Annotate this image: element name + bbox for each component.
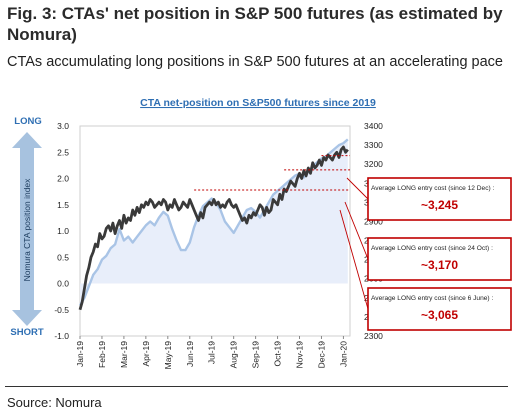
annotation-box — [367, 237, 512, 281]
annotation-label: Average LONG entry cost (since 6 June) : — [371, 295, 493, 302]
annotation-box — [367, 287, 512, 331]
y-tick-left: -1.0 — [54, 331, 69, 341]
series-cta-group — [78, 145, 349, 311]
annotation-label: Average LONG entry cost (since 24 Oct) : — [371, 245, 493, 252]
y-tick-left: 1.5 — [57, 200, 69, 210]
y-tick-left: 2.0 — [57, 174, 69, 184]
figure-subtitle: CTAs accumulating long positions in S&P … — [7, 54, 503, 70]
cta-chart: CTA net-position on S&P500 futures since… — [10, 97, 512, 369]
annotation-value: ~3,170 — [421, 258, 458, 272]
y-tick-right: 3300 — [364, 140, 383, 150]
y-tick-left: -0.5 — [54, 305, 69, 315]
x-tick-label: Sep-19 — [251, 341, 261, 369]
annotation-value: ~3,065 — [421, 308, 458, 322]
annotation-value: ~3,245 — [421, 198, 458, 212]
annotation-box — [367, 177, 512, 221]
y-axis-left: 3.0 2.5 2.0 1.5 1.0 0.5 0.0 -0.5 -1.0 — [54, 121, 69, 341]
long-label: LONG — [14, 116, 41, 127]
figure-title: Fig. 3: CTAs' net position in S&P 500 fu… — [7, 4, 503, 44]
x-tick-label: Oct-19 — [273, 341, 283, 367]
x-tick-label: Dec-19 — [316, 341, 326, 369]
y-tick-left: 0.0 — [57, 279, 69, 289]
annotation-leader-line — [344, 201, 369, 260]
entry-cost-lines — [194, 155, 350, 191]
x-tick-label: Aug-19 — [229, 341, 239, 369]
chart-title: CTA net-position on S&P500 futures since… — [140, 97, 376, 109]
x-axis: Jan-19 Feb-19 Mar-19 Apr-19 May-19 Jun-19 Jul-… — [75, 336, 348, 369]
x-tick-label: Apr-19 — [141, 341, 151, 367]
annotation-leader-line — [346, 177, 369, 200]
y-tick-left: 0.5 — [57, 252, 69, 262]
series-spx-area — [80, 139, 348, 306]
x-tick-label: Jun-19 — [185, 341, 195, 367]
y-tick-left: 3.0 — [57, 121, 69, 131]
x-tick-label: May-19 — [163, 341, 173, 370]
y-tick-left: 2.5 — [57, 147, 69, 157]
long-short-arrow-icon — [12, 132, 42, 326]
series-cta-line — [78, 145, 349, 311]
y-tick-right: 2900 — [364, 216, 383, 226]
y-tick-right: 3200 — [364, 159, 383, 169]
x-tick-label: Nov-19 — [295, 341, 305, 369]
annotation-label: Average LONG entry cost (since 12 Dec) : — [371, 185, 495, 192]
x-tick-label: Jan-19 — [75, 341, 85, 367]
chart-container: CTA net-position on S&P500 futures since… — [0, 90, 513, 380]
source-divider — [5, 386, 508, 387]
y-tick-left: 1.0 — [57, 226, 69, 236]
x-tick-label: Jan-20 — [338, 341, 348, 367]
y-tick-right: 3400 — [364, 121, 383, 131]
source-note: Source: Nomura — [7, 395, 102, 410]
annotation-leader-line — [339, 209, 369, 310]
x-tick-label: Feb-19 — [97, 341, 107, 368]
short-label: SHORT — [10, 327, 43, 338]
y-tick-right: 2300 — [364, 331, 383, 341]
x-tick-label: Mar-19 — [119, 341, 129, 368]
x-tick-label: Jul-19 — [207, 341, 217, 364]
annotations-group: Average LONG entry cost (since 12 Dec) :… — [339, 177, 512, 331]
y-axis-title: Nomura CTA position index — [22, 178, 32, 282]
